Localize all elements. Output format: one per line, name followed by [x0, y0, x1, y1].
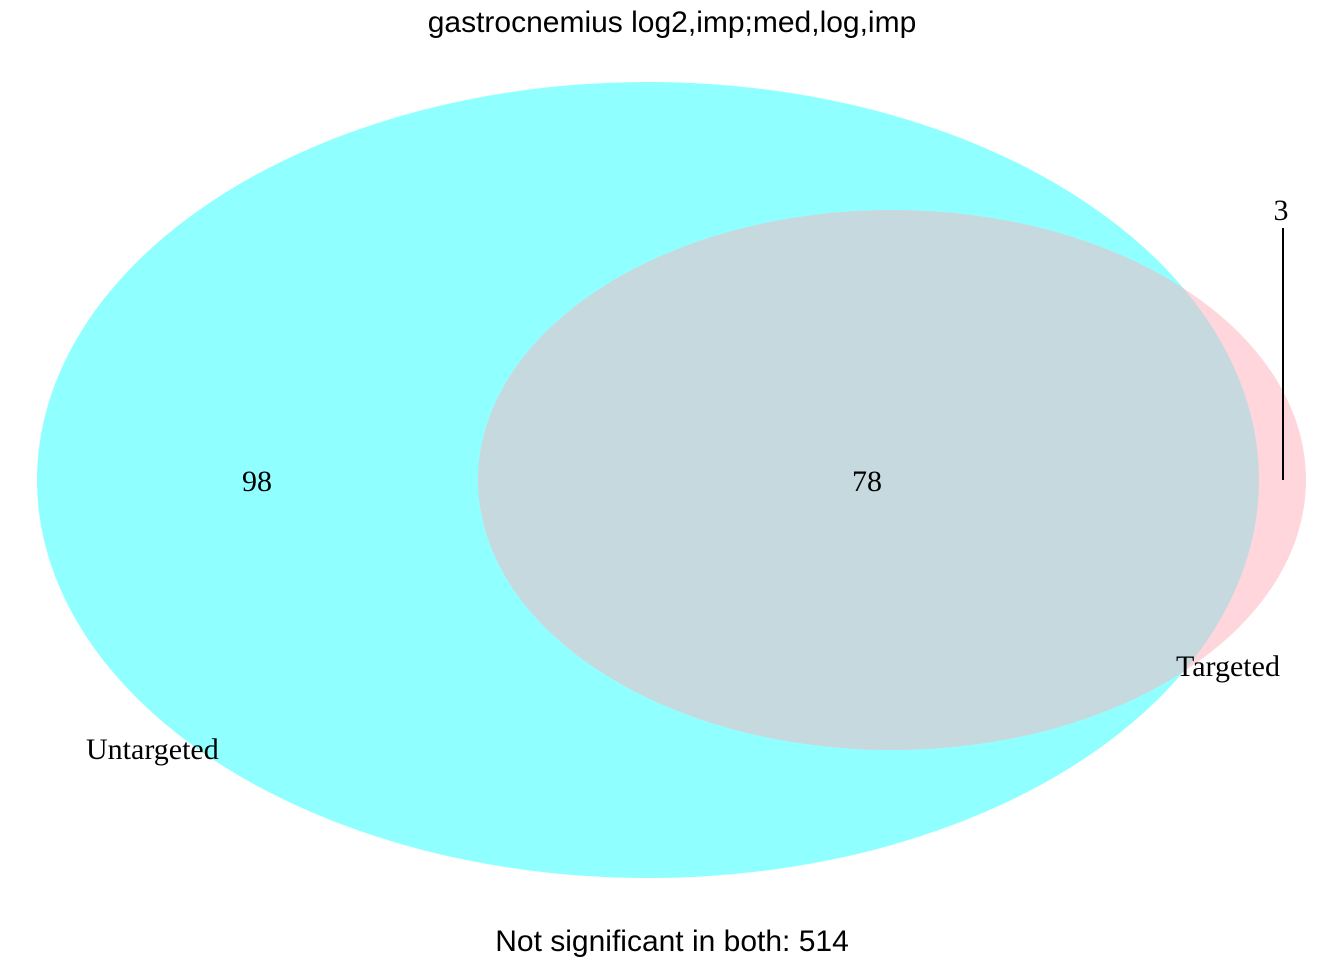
label-targeted: Targeted	[1176, 650, 1280, 683]
overlap-region	[478, 210, 1259, 750]
count-targeted-only: 3	[1274, 194, 1289, 227]
not-significant-footer: Not significant in both: 514	[495, 925, 849, 958]
count-both: 78	[852, 465, 882, 498]
count-untargeted-only: 98	[242, 465, 272, 498]
label-untargeted: Untargeted	[86, 733, 219, 766]
diagram-title: gastrocnemius log2,imp;med,log,imp	[428, 6, 917, 39]
